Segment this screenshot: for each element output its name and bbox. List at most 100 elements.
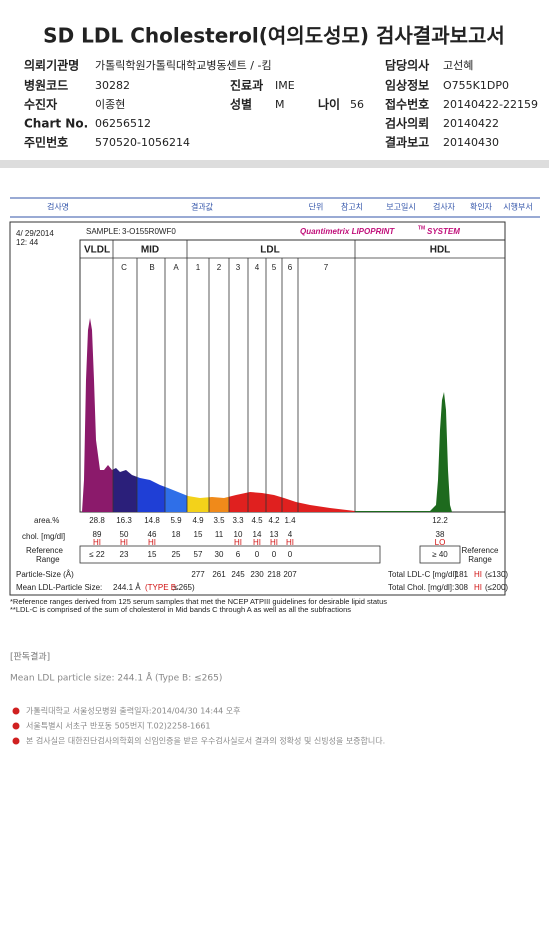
area-value: 3.5: [213, 516, 225, 525]
bullet: [12, 707, 20, 715]
reference-value: 25: [172, 550, 181, 559]
subband-label: 3: [236, 263, 241, 272]
chol-value: 13: [270, 530, 279, 539]
subband-label: A: [173, 263, 179, 272]
area-value: 3.3: [232, 516, 244, 525]
info-value: 20140422: [443, 117, 499, 130]
area-value: 28.8: [89, 516, 105, 525]
info-value: 30282: [95, 79, 130, 92]
brand: Quantimetrix LIPOPRINT: [300, 227, 395, 236]
reference-value: 0: [255, 550, 260, 559]
info-value: 20140430: [443, 136, 499, 149]
particle-size-value: 261: [212, 570, 226, 579]
subband-label: B: [149, 263, 154, 272]
info-label: 의뢰기관명: [24, 58, 79, 73]
area-value: 12.2: [432, 516, 448, 525]
area-value: 4.5: [251, 516, 263, 525]
column-header: 보고일시: [386, 203, 415, 212]
particle-size-value: 245: [231, 570, 245, 579]
mean-ldl-range: ;≤265): [172, 583, 195, 592]
column-header: 시행부서: [503, 202, 532, 212]
section-title: [판독결과]: [10, 652, 50, 663]
reference-value: 30: [215, 550, 224, 559]
info-label: 담당의사: [385, 58, 429, 73]
bullet: [12, 722, 20, 730]
band-label: LDL: [260, 245, 279, 256]
reference-box: [419, 545, 461, 564]
info-value: 06256512: [95, 117, 151, 130]
chol-flag: HI: [120, 538, 128, 547]
chol-value: 11: [215, 530, 224, 539]
info-value: 20140422-22159: [443, 98, 538, 111]
sample-label: SAMPLE:: [86, 227, 121, 236]
side-label: Range: [468, 555, 492, 564]
info-value: M: [275, 98, 285, 111]
row-label: Range: [36, 555, 60, 564]
total-flag: HI: [474, 583, 482, 592]
reference-value: 15: [148, 550, 157, 559]
column-header: 확인자: [470, 202, 493, 212]
info-value: 고선혜: [443, 59, 473, 72]
brand-tm: TM: [418, 225, 425, 231]
particle-size-value: 230: [250, 570, 264, 579]
row-label: Particle-Size (Å): [16, 570, 74, 579]
info-label: 나이: [318, 97, 340, 112]
chol-value: 38: [436, 530, 445, 539]
reference-value: 57: [194, 550, 203, 559]
bullet: [12, 737, 20, 745]
info-label: 주민번호: [24, 135, 68, 150]
info-label: 병원코드: [24, 78, 68, 93]
area-value: 1.4: [284, 516, 296, 525]
time: 12: 44: [16, 238, 39, 247]
side-label: Reference: [462, 546, 499, 555]
particle-size-value: 207: [283, 570, 297, 579]
band-label: VLDL: [84, 245, 110, 256]
info-label: Chart No.: [24, 117, 88, 131]
area-value: 5.9: [170, 516, 182, 525]
interpretation: [판독결과] Mean LDL particle size: 244.1 Å (T…: [10, 652, 385, 746]
reference-value: 0: [272, 550, 277, 559]
info-label: 임상정보: [385, 78, 429, 93]
column-header: 참고치: [341, 202, 363, 212]
subband-label: 2: [217, 263, 222, 272]
footnote: **LDL-C is comprised of the sum of chole…: [10, 605, 351, 614]
chol-flag: HI: [148, 538, 156, 547]
chol-value: 18: [172, 530, 181, 539]
info-value: 가톨릭학원가톨릭대학교병동센트 / -킴: [95, 59, 272, 72]
column-header: 단위: [309, 202, 324, 212]
footer-line: 서울특별시 서초구 반포동 505번지 T.02)2258-1661: [26, 721, 211, 731]
table-header: 검사명 결과값 단위 참고치 보고일시 검사자 확인자 시행부서: [47, 202, 533, 212]
chol-value: 4: [288, 530, 293, 539]
chol-value: 14: [253, 530, 262, 539]
mean-ldl-value: 244.1 Å: [113, 583, 141, 592]
column-header: 검사자: [433, 202, 456, 212]
chol-value: 50: [120, 530, 129, 539]
area-value: 16.3: [116, 516, 132, 525]
total-value: 308: [455, 583, 469, 592]
footnote: *Reference ranges derived from 125 serum…: [10, 597, 387, 606]
title: SD LDL Cholesterol(여의도성모) 검사결과보고서: [43, 24, 505, 48]
info-label: 접수번호: [385, 97, 429, 112]
chol-flag: LO: [435, 538, 446, 547]
row-label: Reference: [26, 546, 63, 555]
footer-line: 본 검사실은 대한진단검사의학회의 신임인증을 받은 우수검사실로서 결과의 정…: [26, 736, 385, 746]
info-label: 수진자: [24, 97, 57, 112]
band-dividers: [80, 240, 505, 512]
chol-value: 46: [148, 530, 157, 539]
subband-label: C: [121, 263, 127, 272]
total-range: (≤200): [485, 583, 508, 592]
column-header: 결과값: [191, 202, 214, 212]
divider: [0, 160, 549, 168]
reference-value: 23: [120, 550, 129, 559]
footer-line: 가톨릭대학교 서울성모병원 출력일자:2014/04/30 14:44 오후: [26, 706, 241, 716]
chol-flag: HI: [270, 538, 278, 547]
subband-label: 7: [324, 263, 329, 272]
total-label: Total LDL-C [mg/dl]:: [388, 570, 459, 579]
info-label: 성별: [230, 97, 252, 112]
total-flag: HI: [474, 570, 482, 579]
graph-frame: [79, 239, 506, 513]
reference-value: 0: [288, 550, 293, 559]
